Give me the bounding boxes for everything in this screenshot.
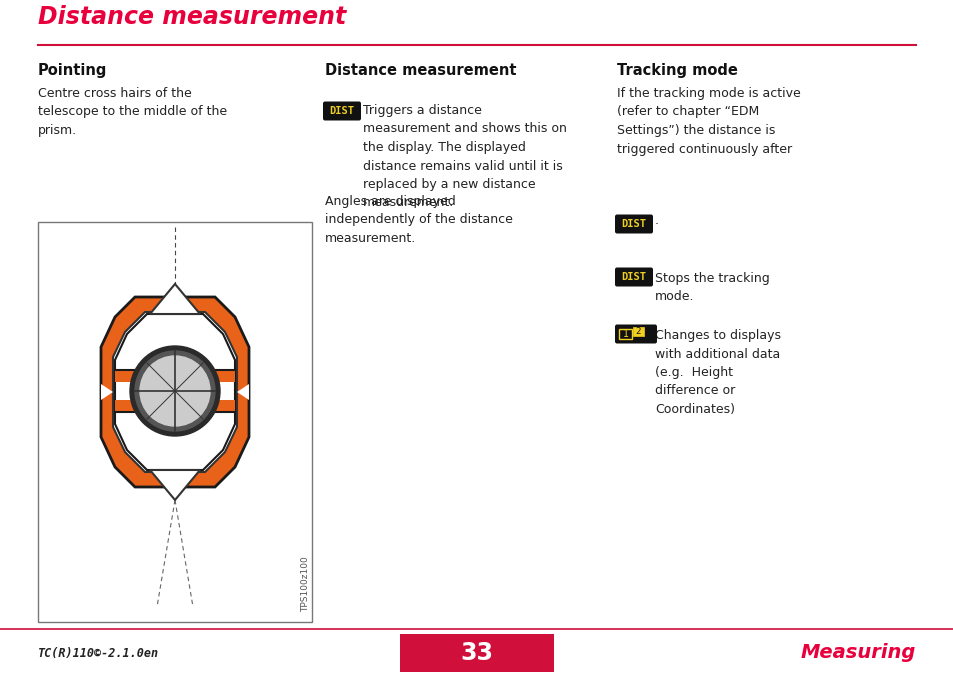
Bar xyxy=(115,370,234,382)
Text: Distance measurement: Distance measurement xyxy=(325,63,516,78)
Text: DIST: DIST xyxy=(620,272,646,282)
Text: If the tracking mode is active
(refer to chapter “EDM
Settings”) the distance is: If the tracking mode is active (refer to… xyxy=(617,87,800,156)
Polygon shape xyxy=(103,300,247,484)
Polygon shape xyxy=(150,470,200,500)
Polygon shape xyxy=(112,312,236,472)
Text: TC(R)110©-2.1.0en: TC(R)110©-2.1.0en xyxy=(38,647,159,659)
Text: Centre cross hairs of the
telescope to the middle of the
prism.: Centre cross hairs of the telescope to t… xyxy=(38,87,227,137)
Text: Pointing: Pointing xyxy=(38,63,108,78)
Circle shape xyxy=(135,351,214,431)
Text: DIST: DIST xyxy=(620,219,646,229)
FancyBboxPatch shape xyxy=(615,215,652,234)
FancyBboxPatch shape xyxy=(633,327,643,336)
Text: Stops the tracking
mode.: Stops the tracking mode. xyxy=(655,272,769,303)
Text: TPS100z100: TPS100z100 xyxy=(301,556,310,612)
Bar xyxy=(399,634,554,672)
Polygon shape xyxy=(236,384,249,400)
Polygon shape xyxy=(101,384,112,400)
Text: .: . xyxy=(655,215,659,227)
Text: Measuring: Measuring xyxy=(800,644,915,663)
Polygon shape xyxy=(150,284,200,314)
Text: Tracking mode: Tracking mode xyxy=(617,63,737,78)
Circle shape xyxy=(130,346,220,436)
Text: 2: 2 xyxy=(635,327,640,336)
Text: 33: 33 xyxy=(460,641,493,665)
Circle shape xyxy=(140,356,210,426)
Text: Angles are displayed
independently of the distance
measurement.: Angles are displayed independently of th… xyxy=(325,195,513,245)
Text: Distance measurement: Distance measurement xyxy=(38,5,346,29)
FancyBboxPatch shape xyxy=(323,102,360,121)
Text: Triggers a distance
measurement and shows this on
the display. The displayed
dis: Triggers a distance measurement and show… xyxy=(363,104,566,209)
Text: DIST: DIST xyxy=(329,106,355,116)
Polygon shape xyxy=(101,297,249,487)
Text: 1: 1 xyxy=(622,329,628,339)
Polygon shape xyxy=(115,314,234,470)
Bar xyxy=(115,400,234,412)
FancyBboxPatch shape xyxy=(615,267,652,286)
Bar xyxy=(38,222,312,622)
FancyBboxPatch shape xyxy=(615,324,657,343)
Text: Changes to displays
with additional data
(e.g.  Height
difference or
Coordinates: Changes to displays with additional data… xyxy=(655,329,781,416)
